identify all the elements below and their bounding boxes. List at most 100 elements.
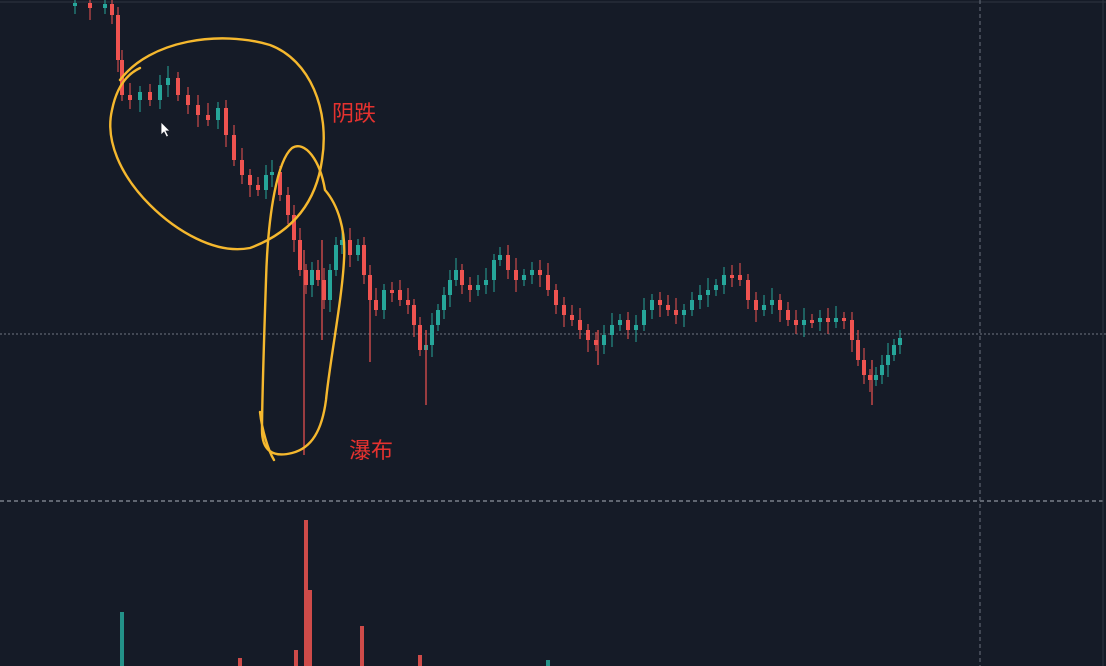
candle-body — [390, 290, 394, 293]
candle-body — [176, 78, 180, 95]
candle-body — [714, 285, 718, 290]
candle-body — [666, 305, 670, 310]
candle-body — [406, 300, 410, 305]
candle-body — [232, 135, 236, 160]
candle-body — [498, 255, 502, 260]
candle-body — [484, 280, 488, 285]
candle-body — [546, 275, 550, 290]
candle-body — [362, 245, 366, 275]
candle-body — [148, 92, 152, 100]
candle-body — [398, 290, 402, 300]
candle-body — [186, 95, 190, 105]
candle-body — [810, 320, 814, 323]
candle-body — [650, 300, 654, 310]
candle-body — [340, 240, 344, 245]
volume-bar — [294, 650, 298, 666]
candle-body — [196, 105, 200, 115]
highlight-circle-yindie — [109, 37, 325, 251]
candle-body — [278, 172, 282, 195]
candle-body — [224, 108, 228, 135]
candle-body — [368, 275, 372, 300]
candle-body — [698, 295, 702, 300]
candle-body — [514, 270, 518, 280]
candle-body — [448, 280, 452, 295]
volume-bar — [418, 655, 422, 666]
candle-body — [418, 325, 422, 350]
candle-body — [722, 275, 726, 285]
candle-body — [73, 3, 77, 6]
candle-body — [270, 172, 274, 175]
candle-body — [216, 108, 220, 120]
candle-body — [476, 285, 480, 290]
candle-body — [892, 345, 896, 355]
candle-body — [862, 360, 866, 375]
candle-body — [898, 338, 902, 345]
candle-body — [304, 270, 308, 285]
candle-body — [618, 320, 622, 325]
candle-body — [610, 325, 614, 335]
candle-body — [826, 318, 830, 322]
volume-bar — [546, 660, 550, 666]
candle-body — [88, 3, 92, 8]
candle-body — [754, 300, 758, 310]
candle-body — [430, 325, 434, 345]
candle-body — [770, 300, 774, 305]
candle-body — [880, 365, 884, 375]
volume-bar — [308, 590, 312, 666]
volume-bar — [120, 612, 124, 666]
candle-body — [310, 270, 314, 285]
candle-body — [316, 270, 320, 280]
candle-body — [292, 215, 296, 240]
candle-body — [158, 85, 162, 100]
candle-body — [328, 270, 332, 300]
candle-body — [690, 300, 694, 310]
candle-body — [802, 320, 806, 325]
candle-body — [634, 325, 638, 330]
volume-bars-group — [120, 520, 550, 666]
candle-body — [570, 315, 574, 320]
candle-body — [298, 240, 302, 270]
candle-body — [642, 310, 646, 325]
candle-body — [594, 340, 598, 345]
candle-body — [460, 270, 464, 285]
candle-body — [786, 310, 790, 320]
candle-body — [522, 275, 526, 280]
candle-body — [138, 92, 142, 100]
candle-body — [492, 260, 496, 280]
candle-body — [454, 270, 458, 280]
candle-body — [506, 255, 510, 270]
candle-body — [128, 95, 132, 100]
candle-body — [626, 320, 630, 330]
mouse-pointer-icon — [160, 121, 171, 138]
candle-body — [334, 245, 338, 270]
volume-bar — [304, 520, 308, 666]
candle-body — [103, 4, 107, 8]
candle-body — [856, 340, 860, 360]
candle-body — [538, 270, 542, 275]
candle-body — [240, 160, 244, 175]
candle-body — [658, 300, 662, 305]
candle-body — [842, 318, 846, 321]
candle-body — [110, 4, 114, 15]
candle-body — [248, 175, 252, 185]
candle-body — [206, 115, 210, 120]
candle-body — [264, 175, 268, 190]
candle-body — [730, 275, 734, 278]
volume-bar — [238, 658, 242, 666]
candle-body — [578, 320, 582, 330]
candle-body — [586, 330, 590, 340]
volume-bar — [360, 626, 364, 666]
candle-body — [468, 285, 472, 290]
annotation-yindie-label: 阴跌 — [332, 102, 377, 127]
candle-body — [166, 78, 170, 85]
highlight-circle-pubu — [258, 145, 346, 462]
candle-body — [442, 295, 446, 310]
candle-body — [374, 300, 378, 310]
candle-body — [356, 245, 360, 255]
candle-body — [256, 185, 260, 190]
candle-body — [818, 318, 822, 322]
candle-body — [554, 290, 558, 305]
candle-body — [286, 195, 290, 215]
annotation-pubu-label: 瀑布 — [349, 439, 394, 464]
